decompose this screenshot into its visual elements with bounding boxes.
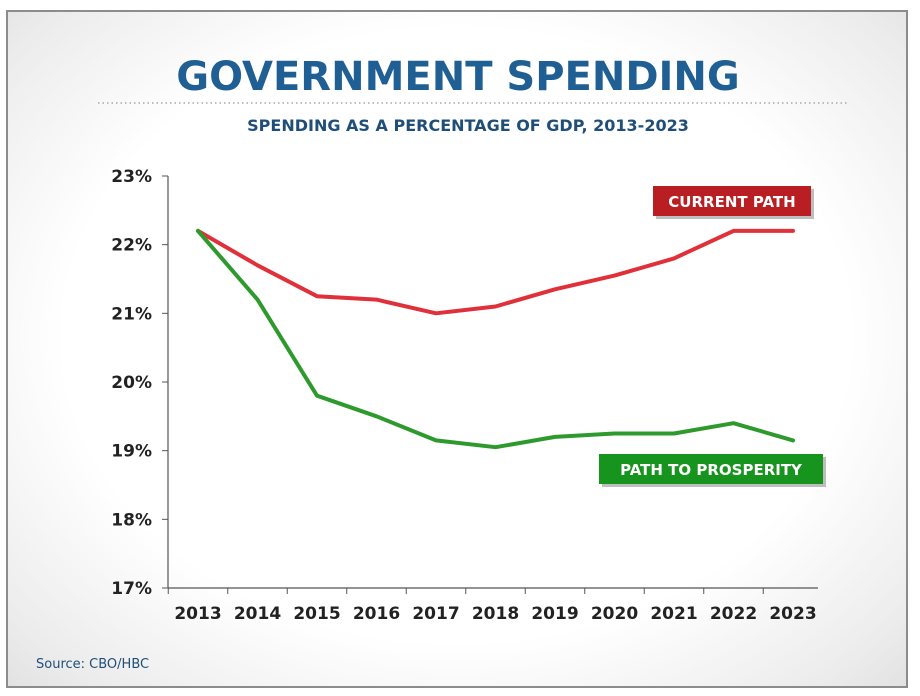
x-tick-label: 2017 xyxy=(412,604,459,624)
x-tick-label: 2018 xyxy=(472,604,519,624)
x-axis-ticks: 2013 2014 2015 2016 2017 2018 2019 2020 2021 2022… xyxy=(167,588,817,624)
series-label-text: CURRENT PATH xyxy=(668,193,795,211)
y-tick-label: 17% xyxy=(111,579,152,599)
x-tick-label: 2021 xyxy=(650,604,697,624)
series-label-box xyxy=(653,186,811,216)
chart-title: GOVERNMENT SPENDING xyxy=(176,54,739,100)
x-tick-label: 2020 xyxy=(591,604,638,624)
source-note: Source: CBO/HBC xyxy=(36,657,149,672)
x-tick-label: 2019 xyxy=(531,604,578,624)
chart-frame xyxy=(6,10,908,688)
series-label-text: PATH TO PROSPERITY xyxy=(620,461,803,479)
series-line-current-path xyxy=(196,228,795,316)
series-label-box xyxy=(599,454,823,484)
x-tick-label: 2023 xyxy=(769,604,816,624)
y-axis-ticks: 17% 18% 19% 20% 21% 22% 23% xyxy=(111,167,168,599)
y-tick-label: 18% xyxy=(111,510,152,530)
x-tick-label: 2015 xyxy=(293,604,340,624)
y-tick-label: 19% xyxy=(111,442,152,462)
y-tick-label: 22% xyxy=(111,236,152,256)
series-line-path-to-prosperity xyxy=(196,228,795,450)
x-tick-label: 2022 xyxy=(710,604,757,624)
series-label-path-to-prosperity: PATH TO PROSPERITY xyxy=(599,454,826,487)
series-label-current-path: CURRENT PATH xyxy=(653,186,814,219)
x-tick-label: 2013 xyxy=(174,604,221,624)
series-labels: CURRENT PATH PATH TO PROSPERITY xyxy=(599,186,826,487)
y-tick-label: 21% xyxy=(111,304,152,324)
x-tick-label: 2016 xyxy=(353,604,400,624)
x-tick-label: 2014 xyxy=(234,604,281,624)
y-tick-label: 20% xyxy=(111,373,152,393)
chart-subtitle: SPENDING AS A PERCENTAGE OF GDP, 2013-20… xyxy=(247,116,689,135)
series-lines xyxy=(196,228,795,450)
y-tick-label: 23% xyxy=(111,167,152,187)
